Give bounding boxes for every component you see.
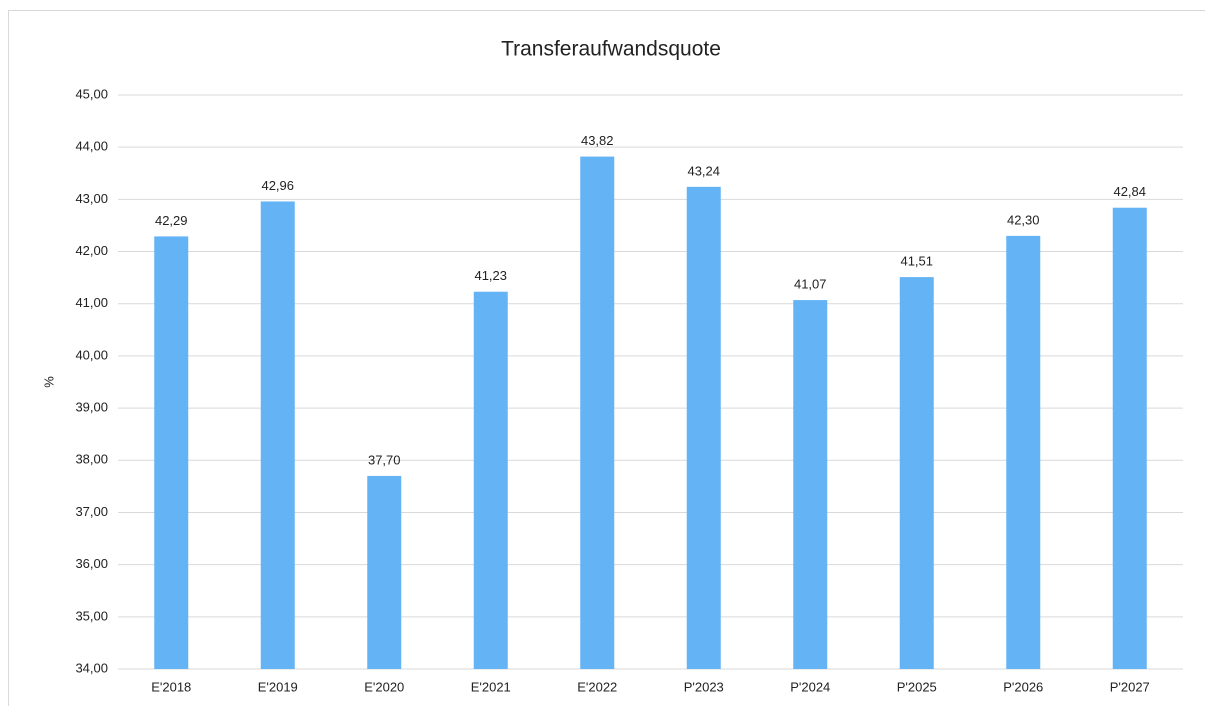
y-tick-label: 40,00 — [75, 347, 108, 362]
data-label: 42,84 — [1113, 184, 1146, 199]
bar — [367, 475, 402, 669]
data-label: 41,23 — [474, 268, 507, 283]
x-tick-label: E'2018 — [151, 679, 191, 694]
bar — [260, 201, 295, 669]
y-tick-label: 45,00 — [75, 86, 108, 101]
y-tick-label: 34,00 — [75, 660, 108, 675]
x-tick-label: E'2020 — [364, 679, 404, 694]
y-tick-label: 42,00 — [75, 243, 108, 258]
y-axis-label: % — [41, 376, 56, 388]
x-tick-label: E'2022 — [577, 679, 617, 694]
data-label: 42,29 — [155, 213, 188, 228]
data-label: 37,70 — [368, 452, 401, 467]
bar — [1112, 207, 1147, 670]
data-label: 41,07 — [794, 277, 827, 292]
data-label: 42,96 — [261, 178, 294, 193]
y-tick-label: 35,00 — [75, 608, 108, 623]
data-label: 43,24 — [687, 163, 720, 178]
data-label: 41,51 — [900, 254, 933, 269]
chart-title: Transferaufwandsquote — [501, 38, 721, 61]
y-tick-label: 41,00 — [75, 295, 108, 310]
bar — [793, 300, 828, 669]
data-label: 42,30 — [1007, 212, 1040, 227]
x-tick-label: P'2024 — [790, 679, 830, 694]
x-tick-label: P'2023 — [684, 679, 724, 694]
x-tick-label: P'2027 — [1110, 679, 1150, 694]
data-label: 43,82 — [581, 133, 614, 148]
x-tick-label: P'2025 — [897, 679, 937, 694]
x-tick-label: P'2026 — [1003, 679, 1043, 694]
y-tick-label: 36,00 — [75, 556, 108, 571]
x-tick-label: E'2021 — [471, 679, 511, 694]
y-tick-label: 44,00 — [75, 139, 108, 154]
bar — [1006, 235, 1041, 669]
bar — [580, 156, 615, 670]
bar — [899, 277, 934, 669]
chart-border — [8, 10, 1205, 706]
y-tick-label: 43,00 — [75, 191, 108, 206]
bar — [473, 291, 508, 669]
y-tick-label: 37,00 — [75, 504, 108, 519]
y-tick-label: 39,00 — [75, 400, 108, 415]
bar — [154, 236, 189, 669]
x-tick-label: E'2019 — [258, 679, 298, 694]
bar — [686, 186, 721, 669]
y-tick-label: 38,00 — [75, 452, 108, 467]
